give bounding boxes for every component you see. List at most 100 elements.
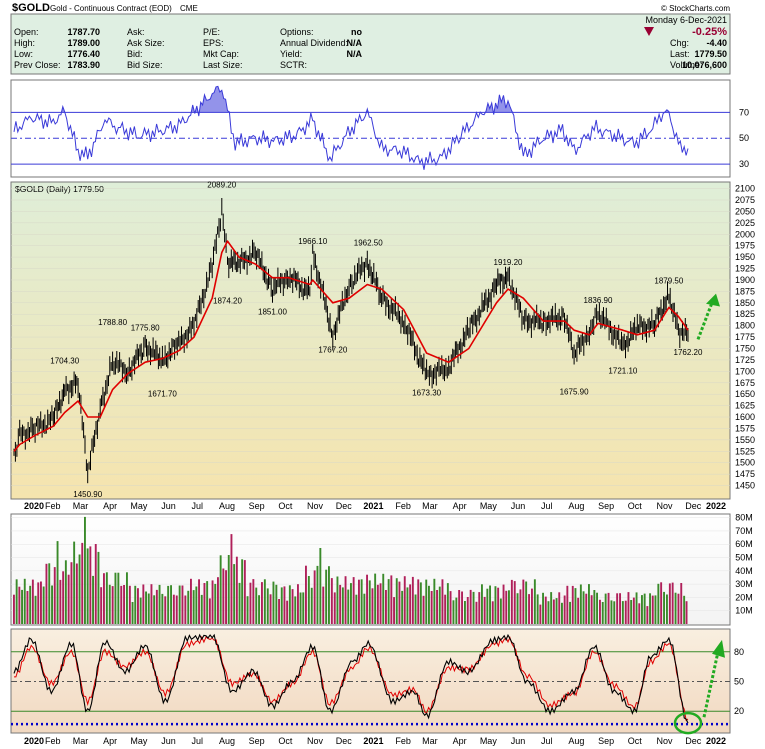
header-field-label: EPS:	[203, 38, 224, 48]
x-axis-label: Dec	[336, 501, 353, 511]
x-axis-label: Jun	[511, 736, 526, 746]
x-axis-label: 2021	[363, 501, 383, 511]
volume-bar	[286, 600, 289, 624]
volume-bar	[444, 594, 447, 624]
header-field-label: SCTR:	[280, 60, 307, 70]
price-layer: 1450147515001525155015751600162516501675…	[11, 181, 755, 499]
volume-bar	[92, 575, 94, 624]
price-annotation-label: 1851.00	[258, 307, 287, 316]
volume-bar	[638, 603, 641, 624]
volume-bar	[319, 548, 322, 624]
volume-bar	[206, 581, 209, 624]
price-tick-label: 1675	[735, 378, 755, 388]
volume-bar	[134, 585, 137, 624]
x-axis-label: Feb	[395, 501, 411, 511]
price-tick-label: 2100	[735, 184, 755, 194]
volume-bar	[227, 555, 230, 624]
volume-bar	[62, 571, 65, 624]
x-axis-label: Jul	[541, 736, 553, 746]
volume-bar	[190, 578, 192, 624]
volume-bar	[75, 563, 78, 624]
volume-bar	[566, 585, 569, 624]
volume-bar	[610, 600, 613, 624]
volume-bar	[150, 584, 153, 624]
price-annotation-label: 1919.20	[494, 258, 523, 267]
volume-bar	[325, 569, 328, 624]
volume-bar	[266, 588, 269, 624]
x-axis-label: Apr	[453, 736, 467, 746]
header-field-value: 1779.50	[694, 49, 727, 59]
volume-bar	[374, 573, 377, 624]
x-axis-label: Sep	[249, 501, 265, 511]
volume-bar	[288, 585, 291, 624]
header-field-value: 1787.70	[67, 27, 100, 37]
volume-tick-label: 10M	[735, 606, 753, 616]
price-tick-label: 1725	[735, 355, 755, 365]
volume-bar	[513, 581, 516, 624]
volume-bar	[29, 585, 32, 624]
volume-bar	[158, 584, 161, 624]
volume-bar	[13, 594, 15, 624]
price-annotation-label: 1762.20	[674, 348, 703, 357]
volume-bar	[436, 590, 438, 624]
price-tick-label: 1825	[735, 309, 755, 319]
volume-bar	[481, 584, 483, 624]
volume-bar	[478, 592, 481, 624]
header-field-value: no	[351, 27, 362, 37]
volume-bar	[379, 583, 382, 624]
x-axis-label: May	[130, 501, 148, 511]
volume-bar	[555, 598, 558, 624]
price-tick-label: 1500	[735, 458, 755, 468]
volume-bar	[446, 583, 449, 624]
volume-bar	[59, 579, 62, 624]
volume-bar	[222, 568, 225, 624]
price-arrow-head-icon	[706, 293, 720, 307]
volume-bar	[590, 595, 593, 624]
header-fields: Open: 1787.70 High: 1789.00 Low: 1776.40 Prev …	[14, 27, 727, 70]
volume-bar	[235, 556, 238, 624]
volume-tick-label: 20M	[735, 592, 753, 602]
volume-bar	[26, 591, 29, 624]
x-axis-label: Oct	[628, 736, 643, 746]
volume-bar	[297, 584, 299, 624]
price-tick-label: 1600	[735, 412, 755, 422]
volume-bar	[449, 591, 452, 624]
volume-bar	[363, 593, 366, 624]
volume-bar	[120, 585, 123, 624]
volume-bar	[167, 585, 170, 624]
volume-bar	[78, 554, 81, 624]
x-axis-label: Nov	[307, 736, 324, 746]
volume-bar	[269, 594, 272, 624]
volume-bar	[305, 565, 307, 624]
volume-bar	[539, 604, 542, 624]
volume-bar	[419, 582, 422, 624]
price-annotation-label: 1836.90	[584, 296, 613, 305]
volume-bar	[627, 592, 630, 624]
x-axis-label: Apr	[103, 736, 117, 746]
volume-bar	[258, 595, 260, 624]
volume-bar	[161, 593, 164, 624]
header-field-value: N/A	[347, 38, 363, 48]
x-axis-label: Dec	[685, 736, 702, 746]
price-tick-label: 1550	[735, 435, 755, 445]
volume-bar	[574, 588, 577, 624]
volume-bar	[126, 572, 128, 624]
volume-bar	[307, 576, 310, 624]
volume-bar	[393, 597, 395, 624]
volume-bar	[458, 590, 461, 624]
volume-bar	[175, 595, 178, 624]
volume-bar	[403, 576, 406, 624]
price-tick-label: 2000	[735, 229, 755, 239]
x-axis-label: 2020	[24, 736, 44, 746]
header-field-value: 1783.90	[67, 60, 100, 70]
volume-bar	[330, 578, 333, 624]
volume-bar	[438, 586, 441, 624]
volume-bar	[422, 595, 425, 624]
volume-bar	[577, 597, 580, 624]
price-tick-label: 2075	[735, 195, 755, 205]
volume-bar	[398, 581, 401, 624]
header-field-value: 1776.40	[67, 49, 100, 59]
volume-bar	[663, 591, 665, 624]
volume-bar	[519, 589, 522, 624]
